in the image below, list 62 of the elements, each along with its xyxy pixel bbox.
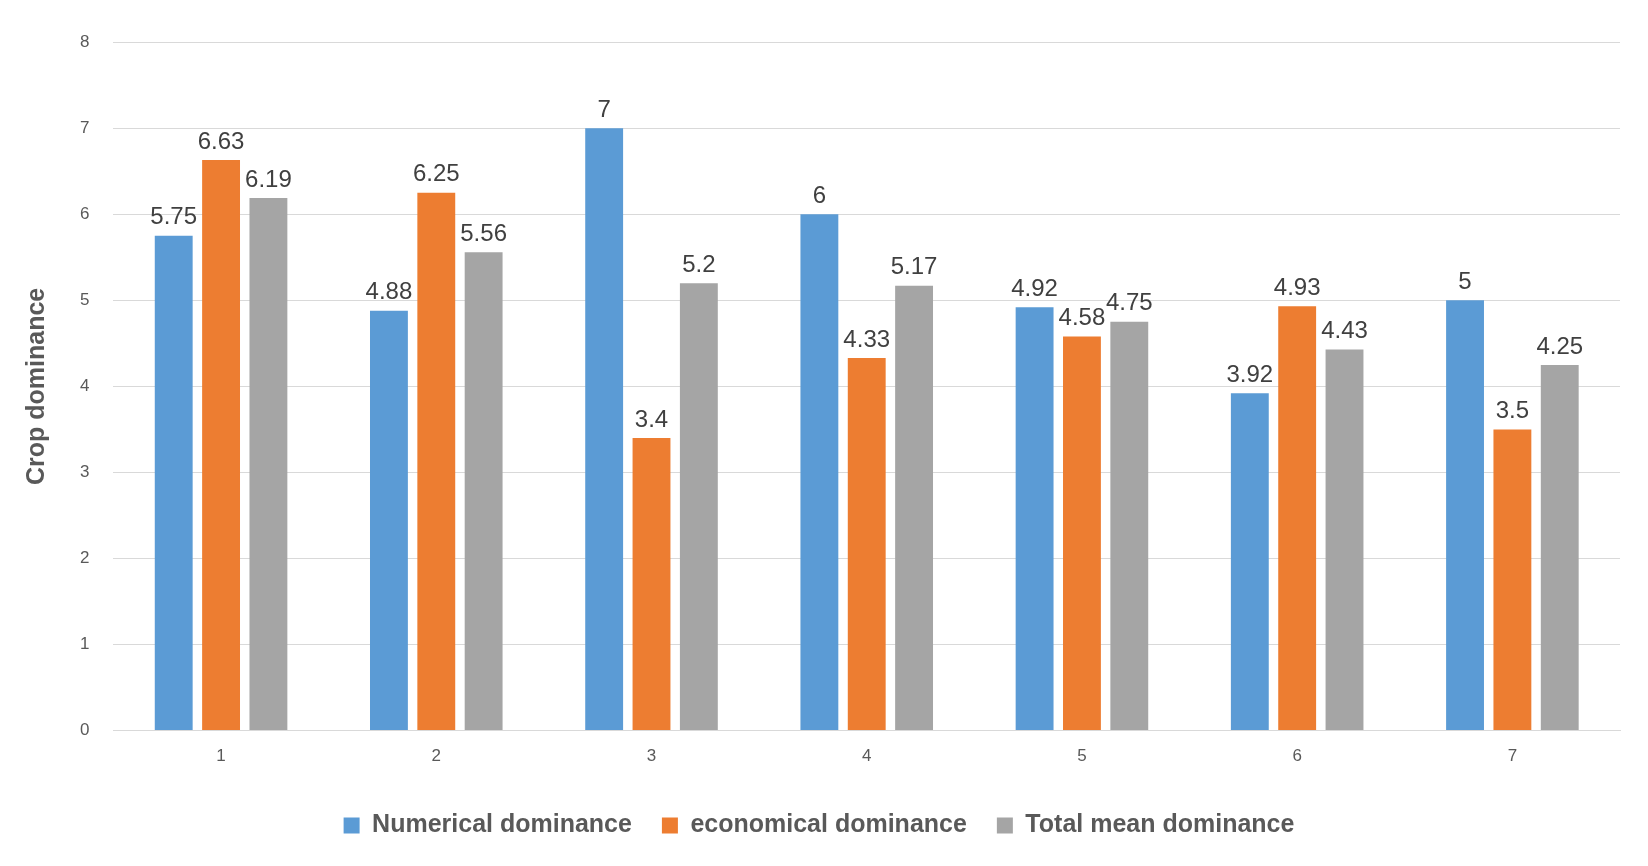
bar [1446, 300, 1484, 731]
data-label: 5.17 [890, 252, 938, 280]
bar [1230, 393, 1269, 731]
bar [847, 358, 886, 731]
x-tick-label: 3 [646, 746, 657, 766]
data-label: 3.4 [634, 404, 669, 432]
bar [464, 252, 503, 731]
data-label: 6.25 [412, 159, 460, 187]
bar [249, 197, 288, 731]
data-label: 6.63 [197, 126, 245, 154]
y-tick-label: 2 [79, 548, 90, 568]
x-tick-label: 6 [1292, 746, 1302, 766]
bar [632, 438, 671, 731]
data-label: 4.92 [1011, 273, 1058, 301]
legend-label: economical dominance [690, 809, 967, 838]
data-label: 4.58 [1058, 303, 1106, 331]
bar [370, 310, 408, 731]
x-tick-label: 4 [861, 746, 872, 766]
data-label: 6 [812, 180, 827, 208]
y-tick-label: 7 [79, 117, 90, 137]
bar [1063, 336, 1101, 731]
bar [895, 285, 934, 731]
bar [1540, 364, 1579, 731]
data-label: 4.33 [843, 324, 891, 352]
data-label: 5 [1458, 266, 1472, 294]
data-label: 5.75 [150, 202, 198, 230]
data-label: 3.5 [1495, 396, 1530, 424]
x-tick-label: 5 [1077, 746, 1087, 766]
bar [679, 283, 718, 731]
y-tick-label: 8 [79, 31, 90, 51]
data-label: 4.88 [365, 277, 413, 305]
y-tick-label: 3 [79, 462, 90, 482]
legend-label: Total mean dominance [1025, 809, 1295, 838]
bar [1015, 307, 1054, 731]
y-tick-label: 4 [79, 376, 90, 396]
legend-label: Numerical dominance [372, 809, 632, 838]
data-label: 4.43 [1321, 316, 1368, 344]
data-label: 4.25 [1536, 331, 1584, 359]
bar [585, 128, 624, 731]
data-label: 5.2 [682, 249, 716, 277]
y-tick-label: 0 [79, 720, 90, 740]
data-label: 5.56 [460, 218, 507, 246]
x-tick-label: 2 [431, 746, 442, 766]
bar [1278, 306, 1317, 731]
y-tick-label: 1 [79, 634, 90, 654]
bar [1325, 349, 1364, 731]
bar [202, 160, 240, 731]
data-label: 3.92 [1226, 359, 1274, 387]
data-label: 4.75 [1105, 288, 1153, 316]
x-tick-label: 1 [216, 746, 226, 766]
data-label: 4.93 [1273, 273, 1321, 300]
bar [1110, 321, 1149, 731]
y-axis-title: Crop dominance [20, 287, 49, 486]
y-tick-label: 6 [79, 203, 90, 223]
bar [1493, 429, 1532, 731]
bar [417, 192, 456, 731]
data-label: 7 [597, 94, 611, 122]
y-tick-label: 5 [79, 290, 90, 310]
bar [800, 214, 839, 731]
x-tick-label: 7 [1507, 746, 1518, 766]
bar [154, 235, 193, 731]
data-label: 6.19 [245, 164, 292, 192]
